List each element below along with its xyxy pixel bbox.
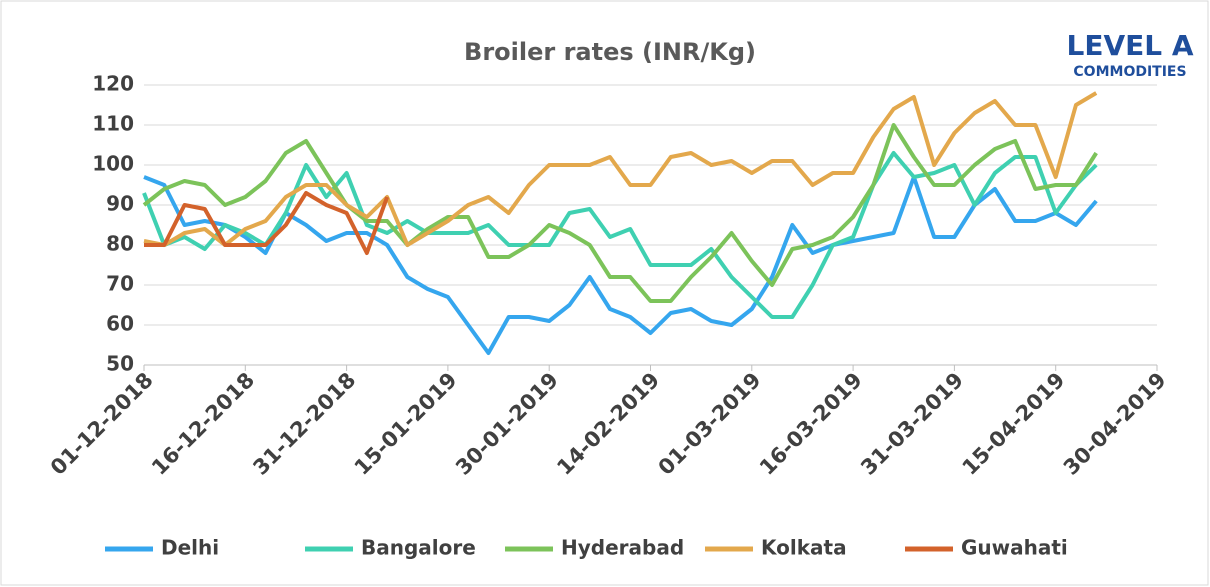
y-tick-label: 120 xyxy=(92,72,134,96)
y-tick-label: 60 xyxy=(106,312,134,336)
y-tick-label: 110 xyxy=(92,112,134,136)
line-series xyxy=(143,175,1098,355)
y-tick-label: 50 xyxy=(106,352,134,376)
line-series xyxy=(142,151,1098,319)
y-tick-label: 90 xyxy=(106,192,134,216)
logo-text: LEVEL A xyxy=(1066,29,1193,62)
legend-label: Bangalore xyxy=(361,536,476,560)
logo-sub: COMMODITIES xyxy=(1073,64,1186,80)
line-series xyxy=(143,91,1098,247)
legend-label: Guwahati xyxy=(961,536,1068,560)
y-tick-label: 80 xyxy=(106,232,134,256)
chart-title: Broiler rates (INR/Kg) xyxy=(464,38,756,66)
y-tick-label: 70 xyxy=(106,272,134,296)
line-series xyxy=(144,191,390,255)
legend-label: Delhi xyxy=(161,536,219,560)
line-series xyxy=(142,123,1098,303)
y-tick-label: 100 xyxy=(92,152,134,176)
legend-label: Kolkata xyxy=(761,536,847,560)
legend-label: Hyderabad xyxy=(561,536,684,560)
